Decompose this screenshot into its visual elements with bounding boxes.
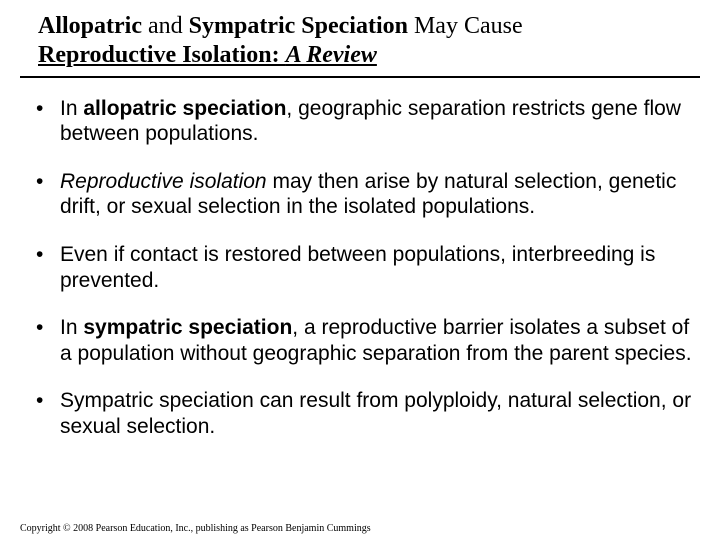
bullet-item: Sympatric speciation can result from pol… xyxy=(30,388,700,439)
bullet-text-pre: In xyxy=(60,97,83,120)
copyright-text: Copyright © 2008 Pearson Education, Inc.… xyxy=(20,523,371,534)
slide-title: Allopatric and Sympatric Speciation May … xyxy=(20,12,700,78)
bullet-item: Even if contact is restored between popu… xyxy=(30,242,700,293)
title-word-and: and xyxy=(142,13,189,39)
title-word-allopatric: Allopatric xyxy=(38,13,142,39)
bullet-text: Even if contact is restored between popu… xyxy=(60,243,655,292)
bullet-text-bold: allopatric speciation xyxy=(83,97,286,120)
title-word-sympatric: Sympatric Speciation xyxy=(189,13,408,39)
bullet-text: Sympatric speciation can result from pol… xyxy=(60,389,691,438)
title-word-maycause: May Cause xyxy=(408,13,523,39)
bullet-item: Reproductive isolation may then arise by… xyxy=(30,169,700,220)
bullet-text-pre: In xyxy=(60,316,83,339)
bullet-text-italic: Reproductive isolation xyxy=(60,170,267,193)
title-word-reproductive: Reproductive Isolation: xyxy=(38,42,286,68)
title-word-review: A Review xyxy=(286,42,377,68)
bullet-item: In allopatric speciation, geographic sep… xyxy=(30,96,700,147)
bullet-text-bold: sympatric speciation xyxy=(83,316,292,339)
bullet-list: In allopatric speciation, geographic sep… xyxy=(20,96,700,440)
bullet-item: In sympatric speciation, a reproductive … xyxy=(30,315,700,366)
